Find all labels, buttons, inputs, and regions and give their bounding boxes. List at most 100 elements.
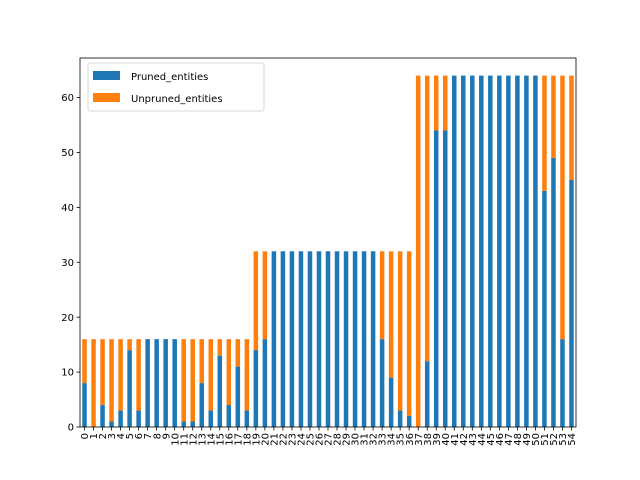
bar-pruned-6 <box>136 410 141 427</box>
bar-unpruned-5 <box>127 339 132 351</box>
x-tick-label-36: 36 <box>405 433 416 446</box>
bar-pruned-43 <box>470 75 475 428</box>
y-tick-label-30: 30 <box>61 258 74 269</box>
bar-pruned-54 <box>569 179 574 427</box>
bar-pruned-35 <box>397 410 403 427</box>
x-tick-label-7: 7 <box>143 433 154 439</box>
bar-pruned-23 <box>289 251 295 427</box>
bar-unpruned-2 <box>100 339 105 406</box>
x-tick-label-27: 27 <box>324 433 335 446</box>
x-tick-label-35: 35 <box>396 433 407 446</box>
bar-pruned-39 <box>433 130 439 427</box>
x-tick-label-28: 28 <box>333 433 344 446</box>
bar-pruned-0 <box>82 383 87 427</box>
bar-pruned-27 <box>325 251 331 427</box>
bar-pruned-25 <box>307 251 313 427</box>
bar-pruned-8 <box>154 339 159 427</box>
x-tick-label-47: 47 <box>504 433 515 446</box>
bar-pruned-3 <box>109 421 114 427</box>
x-tick-label-15: 15 <box>215 433 226 446</box>
bar-pruned-51 <box>542 190 547 427</box>
bar-unpruned-35 <box>397 251 403 411</box>
x-tick-label-32: 32 <box>369 433 380 446</box>
y-tick-label-20: 20 <box>61 313 74 324</box>
bar-pruned-18 <box>244 410 250 427</box>
x-tick-label-20: 20 <box>260 433 271 446</box>
bar-pruned-12 <box>190 421 195 427</box>
x-tick-label-4: 4 <box>116 433 127 439</box>
x-tick-label-26: 26 <box>315 433 326 446</box>
bar-pruned-34 <box>388 377 394 427</box>
x-tick-label-2: 2 <box>98 433 109 439</box>
bar-pruned-33 <box>379 339 385 427</box>
x-tick-label-30: 30 <box>351 433 362 446</box>
x-tick-label-37: 37 <box>414 433 425 446</box>
bar-unpruned-15 <box>217 339 223 356</box>
bar-unpruned-4 <box>118 339 123 411</box>
bar-unpruned-11 <box>181 339 186 422</box>
x-tick-label-29: 29 <box>342 433 353 446</box>
bar-unpruned-36 <box>406 251 412 417</box>
x-tick-label-54: 54 <box>567 433 578 446</box>
x-tick-label-52: 52 <box>549 433 560 446</box>
bar-pruned-45 <box>488 75 493 428</box>
bar-unpruned-39 <box>433 75 439 131</box>
bar-unpruned-37 <box>415 75 421 428</box>
bar-pruned-5 <box>127 350 132 427</box>
bar-pruned-48 <box>515 75 520 428</box>
bar-pruned-21 <box>271 251 277 427</box>
legend-swatch-pruned <box>93 71 120 80</box>
y-tick-label-50: 50 <box>61 148 74 159</box>
x-tick-label-17: 17 <box>233 433 244 446</box>
bar-unpruned-33 <box>379 251 385 340</box>
x-axis-ticks: 0123456789101112131415161718192021222324… <box>80 427 578 446</box>
bar-unpruned-53 <box>560 75 565 340</box>
bar-unpruned-20 <box>262 251 268 340</box>
bar-pruned-19 <box>253 350 259 427</box>
bar-pruned-20 <box>262 339 268 427</box>
bar-unpruned-52 <box>551 75 556 158</box>
x-tick-label-22: 22 <box>279 433 290 446</box>
bar-unpruned-38 <box>424 75 430 362</box>
bar-pruned-38 <box>424 361 430 427</box>
bar-pruned-40 <box>442 130 448 427</box>
bar-pruned-53 <box>560 339 565 427</box>
bar-pruned-2 <box>100 405 105 427</box>
x-tick-label-43: 43 <box>468 433 479 446</box>
x-tick-label-5: 5 <box>125 433 136 439</box>
x-tick-label-14: 14 <box>206 433 217 446</box>
x-tick-label-31: 31 <box>360 433 371 446</box>
x-tick-label-11: 11 <box>179 433 190 446</box>
y-tick-label-0: 0 <box>68 423 74 434</box>
bar-unpruned-1 <box>91 339 96 427</box>
x-tick-label-51: 51 <box>540 433 551 446</box>
legend: Pruned_entities Unpruned_entities <box>87 62 265 112</box>
bar-unpruned-19 <box>253 251 259 351</box>
bar-pruned-41 <box>452 75 457 428</box>
x-tick-label-39: 39 <box>432 433 443 446</box>
x-tick-label-41: 41 <box>450 433 461 446</box>
y-tick-label-60: 60 <box>61 93 74 104</box>
bar-pruned-32 <box>370 251 376 427</box>
bar-unpruned-3 <box>109 339 114 422</box>
x-tick-label-38: 38 <box>423 433 434 446</box>
x-tick-label-46: 46 <box>495 433 506 446</box>
bar-unpruned-40 <box>442 75 448 131</box>
bar-pruned-13 <box>199 383 204 427</box>
bar-pruned-47 <box>506 75 511 428</box>
x-tick-label-13: 13 <box>197 433 208 446</box>
x-tick-label-45: 45 <box>486 433 497 446</box>
bar-unpruned-12 <box>190 339 195 422</box>
bar-pruned-36 <box>406 416 412 427</box>
bar-pruned-24 <box>298 251 304 427</box>
x-tick-label-48: 48 <box>513 433 524 446</box>
bar-pruned-30 <box>352 251 358 427</box>
bar-pruned-14 <box>208 410 214 427</box>
bar-pruned-17 <box>235 366 241 427</box>
legend-label-pruned: Pruned_entities <box>131 72 208 83</box>
x-tick-label-16: 16 <box>224 433 235 446</box>
x-tick-label-49: 49 <box>522 433 533 446</box>
bar-pruned-52 <box>551 157 556 427</box>
x-tick-label-40: 40 <box>441 433 452 446</box>
